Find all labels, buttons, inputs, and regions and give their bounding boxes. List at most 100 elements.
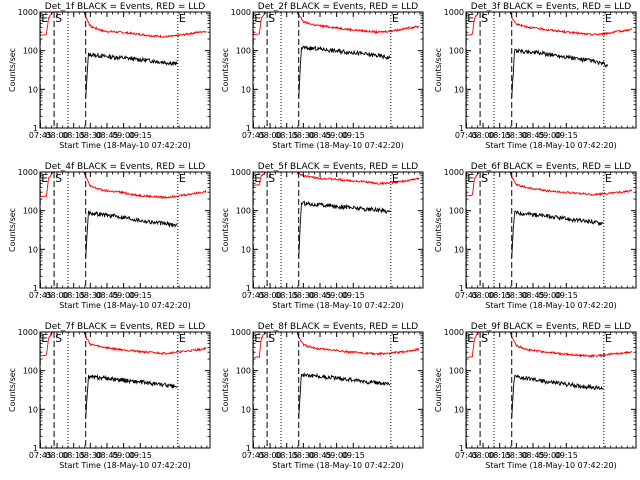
x-tick-label: 08:15 xyxy=(275,451,298,460)
lld-series-line xyxy=(466,172,633,197)
y-tick-label: 1 xyxy=(246,444,251,453)
chart-title: Det_8f BLACK = Events, RED = LLD xyxy=(258,322,418,332)
x-tick-label: 09:15 xyxy=(129,451,152,460)
marker-label-e-end: E xyxy=(605,332,612,345)
x-axis-label: Start Time (18-May-10 07:42:20) xyxy=(485,301,616,310)
x-tick-label: 08:45 xyxy=(521,291,544,300)
y-tick-label: 1 xyxy=(33,124,38,133)
x-tick-label: 08:30 xyxy=(79,131,102,140)
marker-label-e-start: E xyxy=(254,172,261,185)
marker-label-e-end: E xyxy=(179,12,186,25)
x-tick-label: 08:45 xyxy=(521,451,544,460)
x-axis-label: Start Time (18-May-10 07:42:20) xyxy=(485,461,616,470)
x-tick-label: 07:45 xyxy=(29,131,52,140)
y-axis-label: Counts/sec xyxy=(221,368,230,412)
plot-frame xyxy=(465,11,637,129)
y-tick-label: 1 xyxy=(33,284,38,293)
y-tick-label: 1000 xyxy=(18,168,38,177)
y-tick-label: 10 xyxy=(28,245,38,254)
y-axis-label: Counts/sec xyxy=(8,208,17,252)
chart-title: Det_7f BLACK = Events, RED = LLD xyxy=(45,322,205,332)
y-tick-label: 100 xyxy=(23,367,38,376)
x-tick-label: 09:15 xyxy=(555,291,578,300)
x-tick-label: 08:00 xyxy=(472,451,495,460)
y-tick-label: 10 xyxy=(454,85,464,94)
y-tick-label: 1 xyxy=(246,284,251,293)
x-tick-label: 07:45 xyxy=(29,291,52,300)
events-series-line xyxy=(85,209,178,258)
x-tick-label: 08:45 xyxy=(95,451,118,460)
y-tick-label: 100 xyxy=(236,47,251,56)
lld-series-line xyxy=(40,172,207,200)
lld-series-line xyxy=(466,332,633,359)
x-axis-label: Start Time (18-May-10 07:42:20) xyxy=(59,301,190,310)
x-tick-label: 08:00 xyxy=(46,451,69,460)
y-tick-label: 10 xyxy=(241,405,251,414)
y-tick-label: 1 xyxy=(459,124,464,133)
x-tick-label: 07:45 xyxy=(242,451,265,460)
x-tick-label: 08:30 xyxy=(292,291,315,300)
x-axis-label: Start Time (18-May-10 07:42:20) xyxy=(272,461,403,470)
y-axis-label: Counts/sec xyxy=(434,368,443,412)
x-axis-label: Start Time (18-May-10 07:42:20) xyxy=(59,461,190,470)
x-tick-label: 07:45 xyxy=(242,291,265,300)
x-tick-label: 09:15 xyxy=(342,131,365,140)
plot-frame xyxy=(39,11,211,129)
events-series-line xyxy=(511,374,604,418)
chart-title: Det_4f BLACK = Events, RED = LLD xyxy=(45,162,205,172)
marker-label-e-end: E xyxy=(605,172,612,185)
x-tick-label: 08:15 xyxy=(62,131,85,140)
y-tick-label: 1000 xyxy=(231,328,251,337)
x-tick-label: 09:00 xyxy=(112,451,135,460)
y-tick-label: 1 xyxy=(459,444,464,453)
x-tick-label: 07:45 xyxy=(242,131,265,140)
plot-frame xyxy=(465,171,637,289)
marker-label-e-start: E xyxy=(467,12,474,25)
y-tick-label: 10 xyxy=(241,85,251,94)
x-tick-label: 08:00 xyxy=(472,291,495,300)
x-tick-label: 08:45 xyxy=(308,131,331,140)
y-tick-label: 1000 xyxy=(231,168,251,177)
y-tick-label: 100 xyxy=(236,367,251,376)
events-series-line xyxy=(511,210,604,258)
chart-title: Det_5f BLACK = Events, RED = LLD xyxy=(258,162,418,172)
x-axis-label: Start Time (18-May-10 07:42:20) xyxy=(59,141,190,150)
y-axis-label: Counts/sec xyxy=(221,48,230,92)
x-tick-label: 08:30 xyxy=(505,291,528,300)
x-tick-label: 08:15 xyxy=(62,451,85,460)
y-tick-label: 1 xyxy=(33,444,38,453)
y-tick-label: 10 xyxy=(28,85,38,94)
lld-series-line xyxy=(253,172,420,186)
chart-title: Det_6f BLACK = Events, RED = LLD xyxy=(471,162,631,172)
chart-title: Det_2f BLACK = Events, RED = LLD xyxy=(258,2,418,12)
plot-frame xyxy=(252,171,424,289)
x-axis-label: Start Time (18-May-10 07:42:20) xyxy=(272,301,403,310)
events-series-line xyxy=(511,48,609,98)
x-tick-label: 07:45 xyxy=(455,131,478,140)
y-tick-label: 100 xyxy=(23,207,38,216)
x-tick-label: 09:00 xyxy=(538,451,561,460)
x-tick-label: 09:00 xyxy=(538,131,561,140)
marker-label-s: S xyxy=(55,332,62,345)
y-axis-label: Counts/sec xyxy=(221,208,230,252)
y-tick-label: 100 xyxy=(449,47,464,56)
x-tick-label: 09:15 xyxy=(129,291,152,300)
y-tick-label: 1 xyxy=(459,284,464,293)
x-tick-label: 08:00 xyxy=(259,451,282,460)
chart-title: Det_9f BLACK = Events, RED = LLD xyxy=(471,322,631,332)
x-tick-label: 08:15 xyxy=(488,291,511,300)
marker-label-e-end: E xyxy=(392,172,399,185)
y-tick-label: 1000 xyxy=(231,8,251,17)
marker-label-s: S xyxy=(55,12,62,25)
y-tick-label: 1000 xyxy=(444,8,464,17)
x-tick-label: 08:45 xyxy=(308,451,331,460)
marker-label-e-end: E xyxy=(179,172,186,185)
lld-series-line xyxy=(40,332,207,357)
x-tick-label: 09:15 xyxy=(555,131,578,140)
